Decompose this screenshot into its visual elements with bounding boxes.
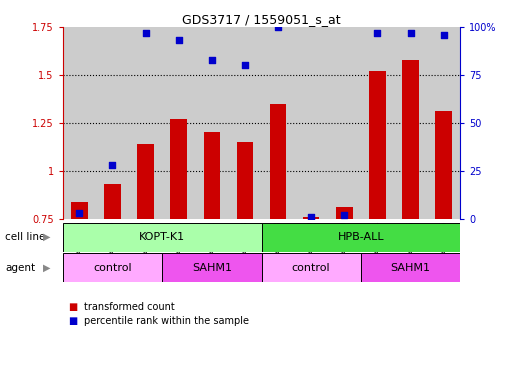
Text: SAHM1: SAHM1 — [192, 263, 232, 273]
Bar — [369, 71, 385, 219]
Bar — [394, 27, 427, 219]
Text: KOPT-K1: KOPT-K1 — [139, 232, 185, 242]
Point — [439, 31, 448, 38]
Bar — [162, 27, 195, 219]
Bar — [104, 184, 121, 219]
Point — [108, 162, 117, 168]
Text: agent: agent — [5, 263, 36, 273]
Bar — [170, 119, 187, 219]
Text: HPB-ALL: HPB-ALL — [337, 232, 384, 242]
Text: control: control — [292, 263, 331, 273]
Text: SAHM1: SAHM1 — [391, 263, 430, 273]
Bar — [262, 27, 294, 219]
Point — [340, 212, 348, 218]
Bar — [336, 207, 353, 219]
Text: ■: ■ — [68, 316, 77, 326]
Bar — [63, 223, 262, 252]
Bar — [361, 253, 460, 282]
Point — [75, 210, 84, 216]
Bar — [63, 253, 162, 282]
Bar — [294, 27, 328, 219]
Bar — [162, 253, 262, 282]
Bar — [137, 144, 154, 219]
Bar — [270, 104, 287, 219]
Text: ▶: ▶ — [43, 232, 51, 242]
Point — [307, 214, 315, 220]
Point — [406, 30, 415, 36]
Text: ■: ■ — [68, 302, 77, 312]
Bar — [262, 253, 361, 282]
Title: GDS3717 / 1559051_s_at: GDS3717 / 1559051_s_at — [182, 13, 341, 26]
Point — [208, 56, 216, 63]
Text: cell line: cell line — [5, 232, 46, 242]
Point — [373, 30, 382, 36]
Text: control: control — [93, 263, 132, 273]
Bar — [203, 132, 220, 219]
Point — [141, 30, 150, 36]
Bar — [328, 27, 361, 219]
Bar — [236, 142, 253, 219]
Bar — [195, 27, 229, 219]
Point — [175, 37, 183, 43]
Bar — [262, 223, 460, 252]
Text: percentile rank within the sample: percentile rank within the sample — [84, 316, 248, 326]
Bar — [427, 27, 460, 219]
Bar — [63, 27, 96, 219]
Bar — [402, 60, 419, 219]
Point — [274, 24, 282, 30]
Text: ▶: ▶ — [43, 263, 51, 273]
Bar — [303, 217, 320, 219]
Bar — [361, 27, 394, 219]
Bar — [435, 111, 452, 219]
Bar — [129, 27, 162, 219]
Bar — [229, 27, 262, 219]
Bar — [71, 202, 87, 219]
Text: transformed count: transformed count — [84, 302, 175, 312]
Point — [241, 62, 249, 68]
Bar — [96, 27, 129, 219]
